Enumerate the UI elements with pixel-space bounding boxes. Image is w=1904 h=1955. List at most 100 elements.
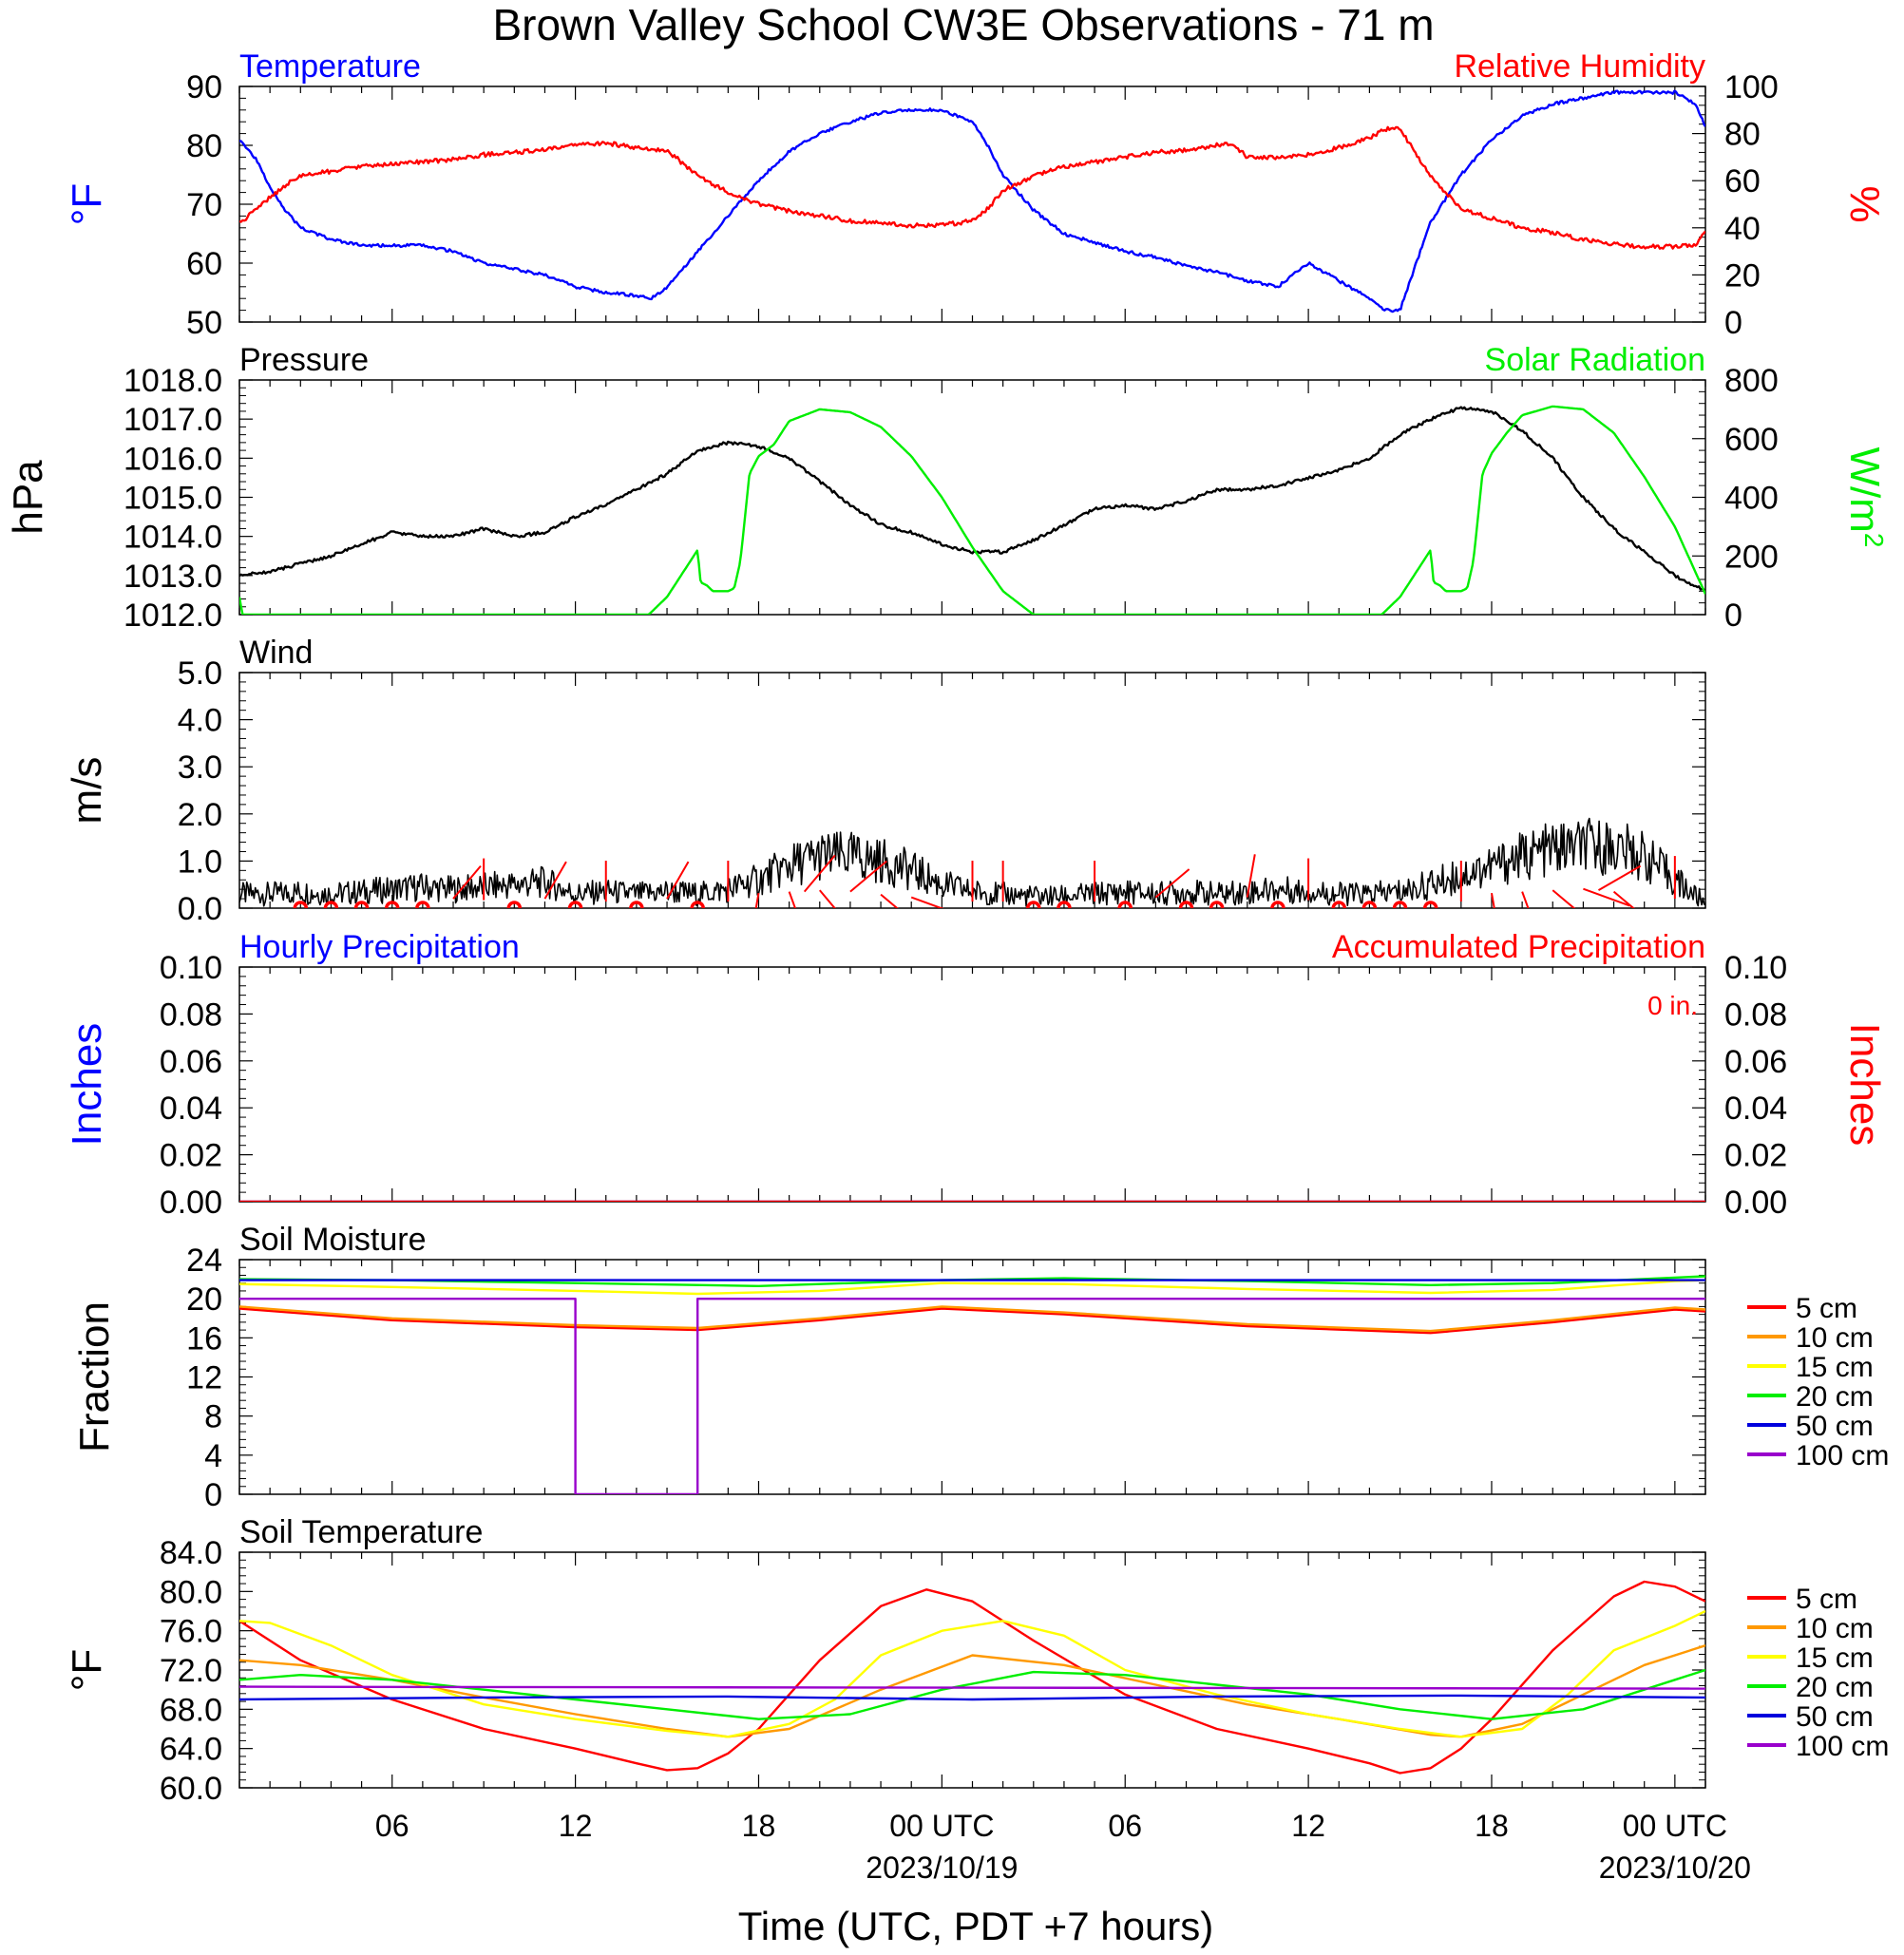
panel-title-right: Relative Humidity [1454, 48, 1705, 85]
wind-barb [849, 860, 887, 893]
y-tick-label: 0.02 [160, 1138, 222, 1174]
y-tick-label: 2.0 [178, 797, 222, 833]
x-tick-date: 2023/10/19 [866, 1851, 1018, 1885]
wind-calm-marker [1057, 901, 1072, 908]
x-tick-label: 12 [559, 1809, 593, 1843]
series-group [239, 89, 1705, 313]
y-axis-label-left: °F [64, 1649, 110, 1691]
y-tick-label: 80 [186, 128, 222, 164]
legend-label: 5 cm [1796, 1293, 1857, 1324]
x-tick-label: 00 UTC [1623, 1809, 1727, 1843]
y-tick-label: 64.0 [160, 1732, 222, 1768]
wind-calm-marker [1178, 901, 1194, 908]
panel-title-left: Soil Moisture [239, 1222, 427, 1258]
y-axis-label-right-text: Inches [1841, 1023, 1888, 1147]
panel-title-left: Wind [239, 635, 313, 671]
panel-frame [238, 966, 1706, 1203]
page-title: Brown Valley School CW3E Observations - … [492, 0, 1434, 49]
series-group [239, 1580, 1705, 1775]
y-tick-label-right: 0 [1724, 598, 1742, 634]
wind-calm-marker [567, 901, 583, 908]
wind-calm-marker [323, 901, 339, 908]
panel-title-right: Accumulated Precipitation [1332, 929, 1705, 965]
y-tick-label: 4.0 [178, 703, 222, 739]
wind-calm-marker [415, 901, 430, 908]
y-axis-label-left: Fraction [71, 1301, 118, 1452]
y-tick-label: 1.0 [178, 844, 222, 880]
series-line-5-cm [239, 1307, 1705, 1335]
wind-calm-marker [1270, 901, 1285, 908]
wind-barb [803, 854, 836, 893]
y-tick-label: 1014.0 [124, 520, 222, 556]
y-tick-label: 68.0 [160, 1692, 222, 1728]
y-tick-label: 20 [186, 1281, 222, 1318]
panel-title-right: Solar Radiation [1485, 342, 1705, 378]
y-tick-label-right: 0.00 [1724, 1185, 1787, 1221]
wind-calm-marker [384, 901, 400, 908]
legend-label: 5 cm [1796, 1584, 1857, 1615]
wind-calm-marker [629, 901, 644, 908]
x-tick-label: 00 UTC [889, 1809, 994, 1843]
y-axis-label-left: °F [64, 183, 110, 225]
x-axis-ticks: 06 12 18 00 UTC 2023/10/19 06 12 18 00 UTC 2023/1… [375, 1809, 1751, 1885]
legend-label: 100 cm [1796, 1731, 1889, 1762]
y-axis-label-right-text: % [1841, 185, 1888, 222]
wind-barb [1552, 889, 1576, 908]
y-tick-label: 0.00 [160, 1185, 222, 1221]
y-axis-label-right-text: W/m [1841, 447, 1888, 533]
legend-label: 10 cm [1796, 1613, 1874, 1644]
panel-title-left: Soil Temperature [239, 1514, 483, 1550]
wind-calm-marker [1422, 901, 1438, 908]
series-group [239, 1275, 1705, 1494]
y-axis-label-left: m/s [64, 757, 110, 825]
y-tick-label: 3.0 [178, 750, 222, 786]
y-tick-label: 70 [186, 187, 222, 223]
legend-label: 20 cm [1796, 1672, 1874, 1703]
y-tick-label: 12 [186, 1360, 222, 1396]
wind-barb [1246, 854, 1256, 898]
series-group [239, 405, 1705, 615]
y-tick-label: 1017.0 [124, 402, 222, 438]
x-tick-date: 2023/10/20 [1599, 1851, 1751, 1885]
panel-frame [238, 379, 1706, 616]
panel-title-left: Pressure [239, 342, 369, 378]
y-axis-label-right: Inches [1841, 1023, 1888, 1147]
wind-barb [754, 892, 760, 908]
y-tick-label: 24 [186, 1243, 222, 1279]
series-line-15-cm [239, 1279, 1705, 1296]
series-line-100-cm [239, 1685, 1705, 1690]
series-line-50-cm [239, 1694, 1705, 1701]
series-line-10-cm [239, 1644, 1705, 1738]
wind-calm-marker [1331, 901, 1346, 908]
y-tick-label: 72.0 [160, 1653, 222, 1689]
y-tick-label-right: 0.04 [1724, 1091, 1787, 1127]
series-line-100-cm [239, 1298, 1705, 1494]
y-tick-label-right: 0.02 [1724, 1138, 1787, 1174]
y-tick-label-right: 400 [1724, 481, 1779, 517]
y-tick-label-right: 100 [1724, 69, 1779, 105]
series-line-5-cm [239, 1580, 1705, 1775]
legend-label: 10 cm [1796, 1322, 1874, 1354]
y-tick-label: 1013.0 [124, 559, 222, 595]
wind-barb [1597, 864, 1642, 892]
y-tick-label-right: 0.06 [1724, 1044, 1787, 1080]
wind-barb [1612, 890, 1635, 908]
y-tick-label: 0.10 [160, 950, 222, 986]
panel-soil-temperature: 60.064.0 68.072.076.0 80.084.0 Soil Tempera… [64, 1514, 1889, 1807]
y-axis-label-left: hPa [5, 460, 51, 535]
series-line-pressure [239, 406, 1705, 594]
wind-barb [1521, 891, 1530, 908]
series-line-15-cm [239, 1609, 1705, 1738]
series-group [239, 817, 1705, 908]
wind-barb [452, 864, 482, 900]
wind-barb [819, 889, 836, 908]
wind-barb [1583, 887, 1630, 907]
y-tick-label-right: 0.10 [1724, 950, 1787, 986]
y-tick-label-right: 0 [1724, 305, 1742, 341]
wind-barb [910, 896, 944, 908]
y-tick-label: 1015.0 [124, 481, 222, 517]
y-tick-label-right: 80 [1724, 117, 1761, 153]
panel-temperature-humidity: 50 60 70 80 90 0 20 40 60 80 100 Temperature Relativ… [64, 48, 1888, 341]
